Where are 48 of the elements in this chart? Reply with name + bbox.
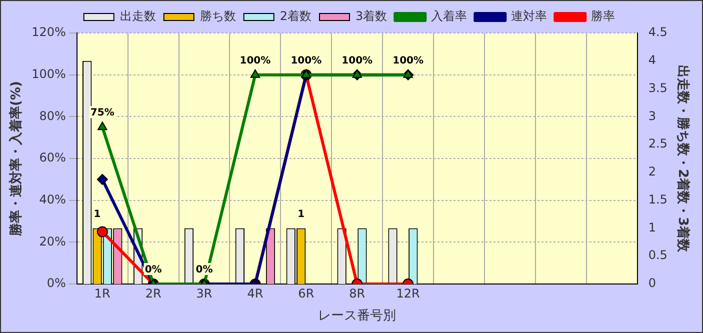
y2-tick-label: 2 <box>648 164 656 179</box>
data-label: 100% <box>290 55 322 66</box>
x-tick-label: 3R <box>196 286 212 300</box>
data-label: 100% <box>240 55 271 66</box>
data-label: 75% <box>90 108 114 119</box>
y2-tick-label: 1 <box>648 220 656 234</box>
y-tick-label: 0% <box>46 276 66 290</box>
legend-label: 連対率 <box>511 9 548 24</box>
x-tick-label: 12R <box>396 286 420 300</box>
y2-tick-label: 3 <box>648 108 656 123</box>
x-tick-label: 1R <box>94 286 110 300</box>
data-label: 0% <box>196 264 213 276</box>
y-axis-title: 勝率・連対率・入着率(%) <box>8 81 24 237</box>
x-axis-title: レース番号別 <box>318 308 396 324</box>
point <box>403 69 413 78</box>
y-tick-label: 40% <box>39 192 66 206</box>
data-label: 1 <box>94 208 101 220</box>
x-tick-label: 6R <box>298 286 314 300</box>
point <box>301 69 311 78</box>
y-tick-label: 120% <box>32 25 66 40</box>
point <box>98 122 108 130</box>
legend-label: 2着数 <box>280 9 312 24</box>
y-tick-label: 100% <box>32 66 66 81</box>
data-label: 1 <box>298 208 305 220</box>
y2-axis-title: 出走数・勝ち数・2着数・3着数 <box>674 64 691 254</box>
y2-tick-label: 3.5 <box>648 80 668 95</box>
x-tick-label: 4R <box>247 286 264 300</box>
y2-tick-label: 1.5 <box>648 192 668 206</box>
legend-label: 出走数 <box>120 9 156 24</box>
y2-tick-label: 0.5 <box>648 248 668 262</box>
data-label: 0% <box>144 264 162 276</box>
y2-tick-label: 4 <box>648 53 656 68</box>
legend-label: 入着率 <box>431 9 468 24</box>
x-tick-label: 8R <box>349 286 366 300</box>
legend-label: 3着数 <box>356 9 388 24</box>
x-tick-label: 2R <box>145 286 162 300</box>
data-label: 100% <box>342 55 373 66</box>
point <box>352 69 362 78</box>
y-tick-label: 80% <box>39 108 66 123</box>
y2-tick-label: 0 <box>648 276 656 290</box>
y-tick-label: 60% <box>39 150 66 165</box>
y-tick-label: 20% <box>39 234 66 248</box>
data-label: 100% <box>392 55 424 66</box>
y2-tick-label: 4.5 <box>648 25 668 40</box>
legend-label: 勝ち数 <box>200 9 236 24</box>
y2-tick-label: 2.5 <box>648 136 668 151</box>
point <box>250 69 260 78</box>
legend-label: 勝率 <box>591 9 616 24</box>
